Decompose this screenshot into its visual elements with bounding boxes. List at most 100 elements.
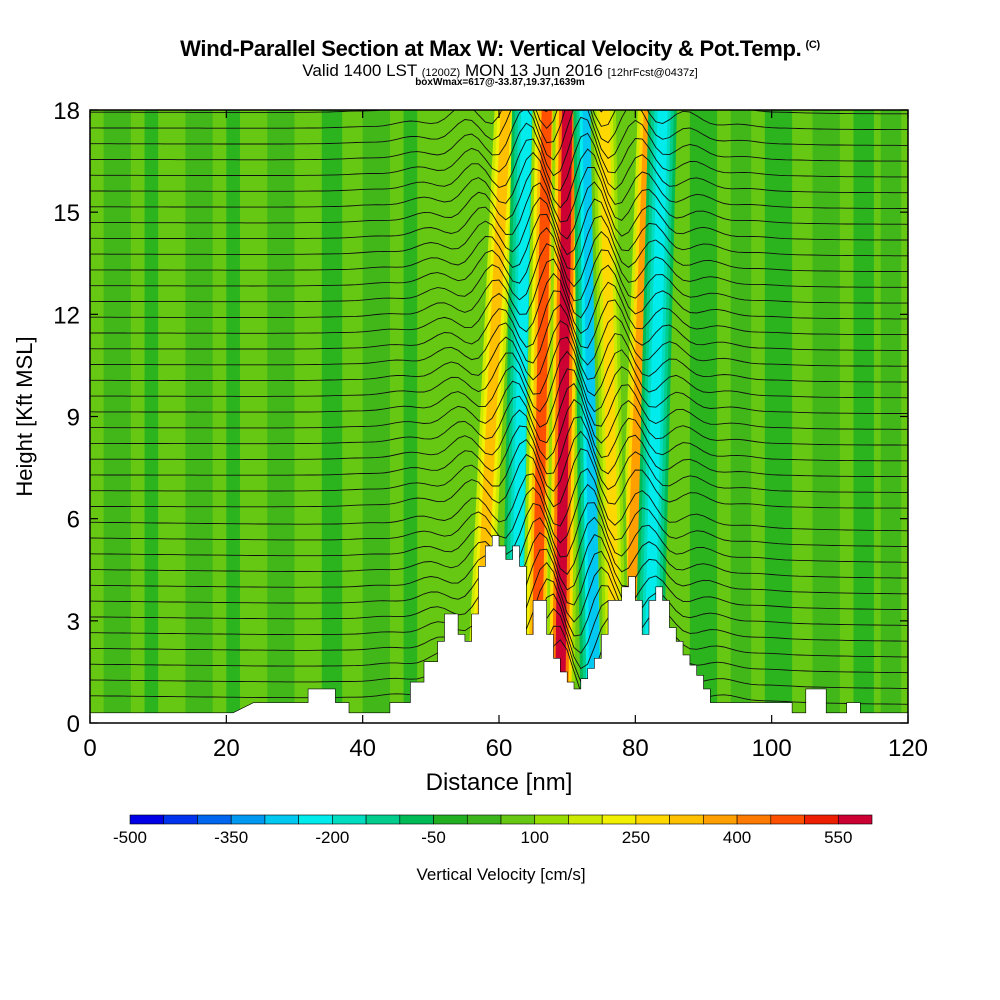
background-streak — [267, 110, 295, 723]
x-tick-label: 40 — [349, 735, 376, 762]
theta-contour — [90, 398, 908, 462]
colorbar-swatch — [163, 814, 198, 825]
colorbar-tick-label: -200 — [315, 828, 349, 847]
copyright-mark: (C) — [805, 38, 820, 51]
theta-contour — [90, 290, 908, 351]
background-streak — [185, 110, 213, 723]
colorbar-swatch — [568, 814, 603, 825]
background-streak — [321, 110, 343, 723]
colorbar-swatch — [264, 814, 299, 825]
background-streak — [730, 110, 752, 723]
colorbar-swatch — [129, 814, 165, 825]
colorbar-swatch — [500, 814, 536, 825]
theta-contour — [90, 416, 908, 478]
updraft-band-band-e — [582, 110, 600, 689]
theta-contour — [90, 448, 908, 509]
updraft-band-band-g — [643, 110, 668, 689]
colorbar-swatch — [669, 814, 704, 825]
colorbar-swatch — [770, 814, 805, 825]
colorbar-tick-label: 250 — [622, 828, 650, 847]
theta-contour — [90, 213, 908, 273]
y-tick-label: 6 — [67, 507, 80, 534]
valid-time-label: Valid 1400 LST — [302, 61, 417, 80]
theta-contour — [90, 258, 908, 320]
chart-subtitle: Valid 1400 LST (1200Z) MON 13 Jun 2016 [… — [0, 61, 1000, 81]
terrain — [90, 535, 908, 723]
colorbar-swatch — [534, 814, 569, 825]
theta-contour — [90, 272, 908, 336]
colorbar: -500 -350 -200 -50 100 250 400 550 Vertical Velo… — [113, 814, 873, 884]
x-axis-label: Distance [nm] — [426, 769, 573, 796]
colorbar-tick-label: -350 — [214, 828, 248, 847]
x-tick-label: 100 — [752, 735, 792, 762]
chart-title: Wind-Parallel Section at Max W: Vertical… — [0, 36, 1000, 62]
y-axis-label: Height [Kft MSL] — [12, 336, 37, 496]
chart-title-text: Wind-Parallel Section at Max W: Vertical… — [180, 36, 802, 61]
updraft-band-band-h — [599, 110, 620, 689]
theta-contour — [90, 148, 908, 209]
y-tick-label: 0 — [67, 711, 80, 738]
background-streak — [812, 110, 840, 723]
colorbar-tick-label: 550 — [824, 828, 852, 847]
theta-contour — [90, 304, 908, 367]
valid-date-label: MON 13 Jun 2016 — [464, 61, 603, 80]
theta-contour — [90, 132, 908, 194]
background-streak — [764, 110, 793, 723]
y-tick-label: 9 — [67, 405, 80, 432]
background-streak — [362, 110, 390, 723]
background-streak — [853, 110, 874, 723]
theta-contour — [90, 467, 908, 532]
plot-axes: 0 20 40 60 80 100 120 0 3 6 9 12 15 18 Distance [nm] He… — [12, 98, 928, 796]
y-tick-label: 3 — [67, 609, 80, 636]
x-tick-label: 20 — [213, 735, 240, 762]
background-streak — [880, 110, 902, 723]
background-streak — [103, 110, 131, 723]
theta-contour — [90, 243, 908, 304]
colorbar-tick-label: 400 — [723, 828, 751, 847]
theta-contour — [90, 166, 908, 225]
x-tick-label: 120 — [888, 735, 928, 762]
colorbar-swatch — [298, 814, 333, 825]
x-tick-label: 0 — [83, 735, 96, 762]
x-tick-label: 80 — [622, 735, 649, 762]
terrain-profile — [90, 535, 908, 723]
colorbar-swatch — [332, 814, 367, 825]
colorbar-swatch — [399, 814, 434, 825]
colorbar-swatch — [230, 814, 266, 825]
background-streak — [403, 110, 418, 723]
theta-contour — [90, 430, 908, 493]
theta-contour — [90, 110, 908, 162]
colorbar-swatch — [635, 814, 670, 825]
y-tick-label: 12 — [53, 302, 80, 329]
colorbar-swatch — [703, 814, 738, 825]
colorbar-swatch — [837, 814, 873, 825]
theta-contour — [90, 196, 908, 257]
theta-contour — [90, 382, 908, 446]
colorbar-tick-label: -50 — [421, 828, 446, 847]
colorbar-swatch — [433, 814, 468, 825]
theta-contour — [90, 116, 908, 178]
y-tick-label: 18 — [53, 98, 80, 125]
y-tick-label: 15 — [53, 200, 80, 227]
colorbar-tick-label: 100 — [521, 828, 549, 847]
colorbar-swatch — [804, 814, 839, 825]
updraft-band-band-c — [531, 110, 552, 689]
theta-contour — [90, 336, 908, 399]
theta-contour — [90, 181, 908, 241]
theta-contour — [90, 110, 908, 115]
theta-contour — [90, 320, 908, 383]
theta-contour — [90, 350, 908, 414]
velocity-field — [103, 110, 902, 723]
theta-contours — [90, 110, 908, 705]
colorbar-tick-label: -500 — [113, 828, 147, 847]
x-tick-label: 60 — [486, 735, 513, 762]
theta-contour — [90, 368, 908, 430]
box-info-label: boxWmax=617@-33.87,19.37,1639m — [415, 77, 585, 88]
background-streak — [144, 110, 159, 723]
updraft-band-band-a — [473, 110, 511, 689]
theta-contour — [90, 227, 908, 288]
colorbar-swatch — [601, 814, 637, 825]
colorbar-swatch — [736, 814, 772, 825]
valid-zulu-label: (1200Z) — [421, 67, 461, 79]
